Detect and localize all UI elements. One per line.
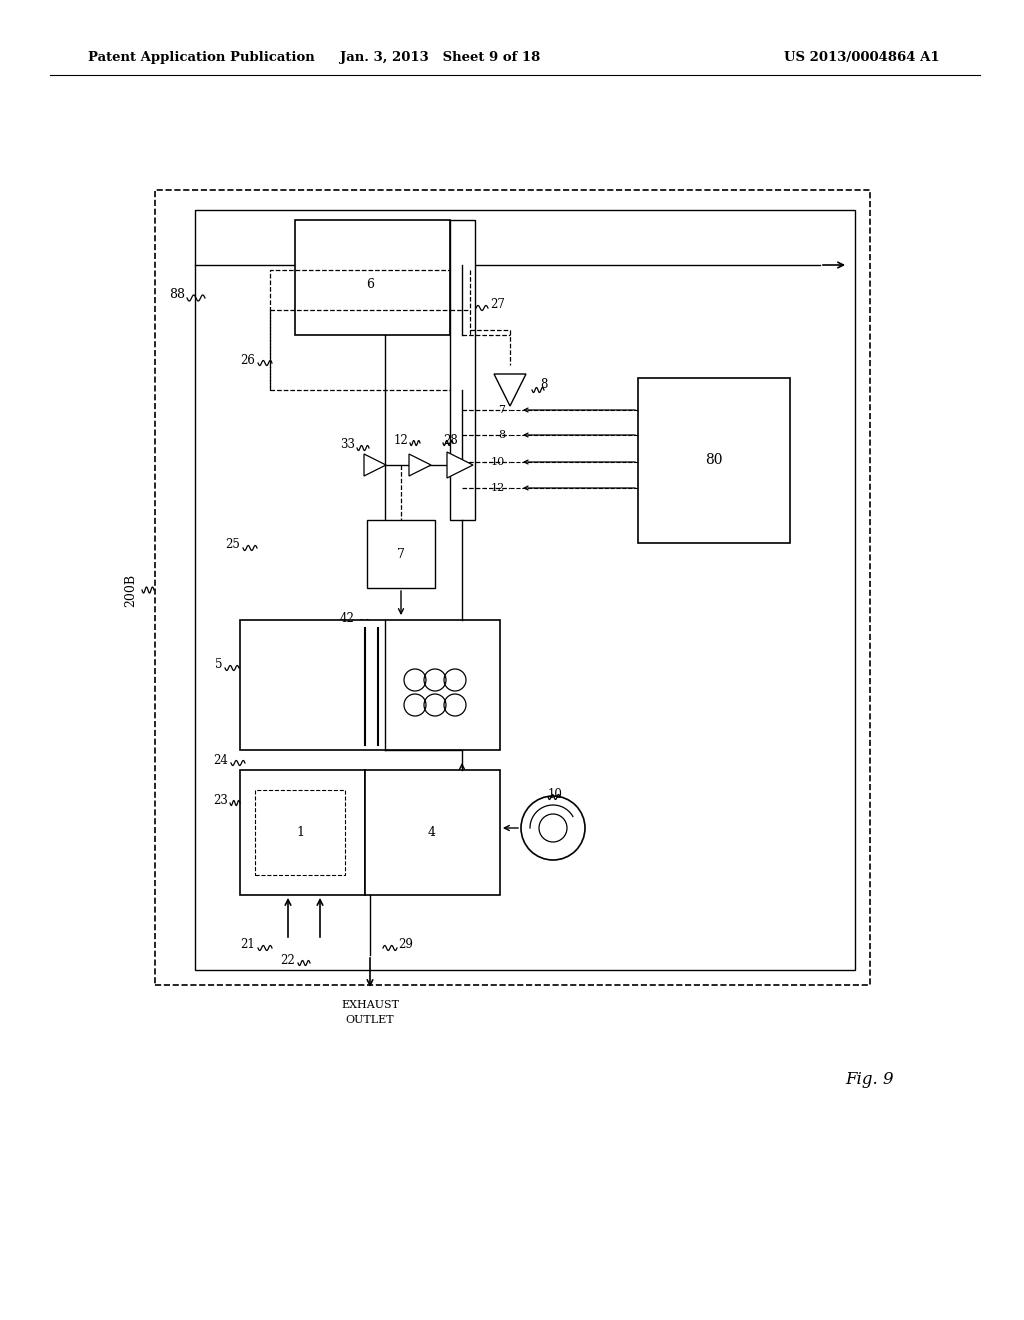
- Text: 27: 27: [490, 298, 505, 312]
- Text: Fig. 9: Fig. 9: [846, 1072, 894, 1089]
- Text: 4: 4: [428, 825, 436, 838]
- Text: 7: 7: [498, 405, 505, 414]
- Bar: [270, 271, 470, 389]
- Bar: [450, 220, 475, 520]
- Text: 12: 12: [393, 433, 408, 446]
- Bar: [195, 210, 855, 970]
- Text: 10: 10: [490, 457, 505, 467]
- Text: 21: 21: [241, 939, 255, 952]
- Bar: [240, 770, 365, 895]
- Text: Jan. 3, 2013   Sheet 9 of 18: Jan. 3, 2013 Sheet 9 of 18: [340, 51, 540, 65]
- Text: Patent Application Publication: Patent Application Publication: [88, 51, 314, 65]
- Bar: [295, 220, 450, 335]
- Text: 10: 10: [548, 788, 563, 800]
- Text: 5: 5: [214, 659, 222, 672]
- Text: 24: 24: [213, 754, 228, 767]
- Text: 1: 1: [296, 825, 304, 838]
- Text: 25: 25: [225, 539, 240, 552]
- Text: 7: 7: [397, 549, 404, 561]
- Text: 12: 12: [490, 483, 505, 492]
- Text: OUTLET: OUTLET: [346, 1015, 394, 1026]
- Text: 8: 8: [498, 430, 505, 440]
- Text: 8: 8: [540, 379, 548, 392]
- Bar: [638, 378, 790, 543]
- Text: 42: 42: [340, 611, 355, 624]
- Text: 200B: 200B: [125, 573, 137, 607]
- Polygon shape: [447, 451, 473, 478]
- Text: 80: 80: [706, 453, 723, 467]
- Text: 28: 28: [443, 433, 458, 446]
- Text: US 2013/0004864 A1: US 2013/0004864 A1: [784, 51, 940, 65]
- Bar: [240, 620, 500, 750]
- Bar: [155, 190, 870, 985]
- Polygon shape: [409, 454, 431, 477]
- Text: 33: 33: [340, 438, 355, 451]
- Text: 29: 29: [398, 939, 413, 952]
- Text: 22: 22: [281, 953, 295, 966]
- Bar: [255, 789, 345, 875]
- Bar: [365, 770, 500, 895]
- Polygon shape: [364, 454, 386, 477]
- Polygon shape: [494, 374, 526, 407]
- Text: 23: 23: [213, 793, 228, 807]
- Text: EXHAUST: EXHAUST: [341, 1001, 399, 1010]
- Text: 88: 88: [169, 289, 185, 301]
- Text: 26: 26: [240, 354, 255, 367]
- Text: 6: 6: [366, 279, 374, 292]
- Bar: [367, 520, 435, 587]
